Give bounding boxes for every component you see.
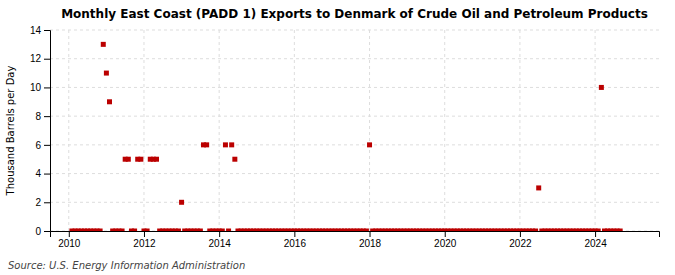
x-tick-label: 2010 xyxy=(58,238,81,249)
x-tick-label: 2024 xyxy=(584,238,607,249)
y-tick-mark xyxy=(44,174,50,175)
point xyxy=(154,157,159,162)
x-tick: 2014 xyxy=(209,231,232,249)
point xyxy=(179,200,184,205)
point xyxy=(364,229,369,232)
x-axis-line xyxy=(51,232,660,238)
point xyxy=(138,157,143,162)
y-tick-mark xyxy=(44,231,50,232)
point xyxy=(599,85,604,90)
grid-line-x xyxy=(294,30,295,231)
grid-line-y xyxy=(50,58,659,59)
y-tick: 10 xyxy=(30,82,50,93)
point xyxy=(198,229,203,232)
y-tick-label: 14 xyxy=(30,25,42,36)
x-tick-label: 2016 xyxy=(284,238,307,249)
x-tick-mark xyxy=(520,231,521,237)
x-tick: 2018 xyxy=(359,231,382,249)
point xyxy=(226,229,231,232)
grid-line-x xyxy=(219,30,220,231)
point xyxy=(232,157,237,162)
x-tick-label: 2022 xyxy=(509,238,532,249)
x-tick-mark xyxy=(294,231,295,237)
y-tick-label: 2 xyxy=(35,197,41,208)
point xyxy=(176,229,181,232)
y-tick-label: 12 xyxy=(30,53,42,64)
point xyxy=(101,42,106,47)
point xyxy=(596,229,601,232)
grid-line-y xyxy=(50,116,659,117)
x-axis: 2010 2012 2014 2016 2018 2020 2022 2024 xyxy=(51,231,660,249)
point xyxy=(533,229,538,232)
grid xyxy=(50,30,659,231)
point xyxy=(104,71,109,76)
title: Monthly East Coast (PADD 1) Exports to D… xyxy=(61,7,648,21)
grid-line-y xyxy=(50,173,659,174)
point xyxy=(98,229,103,232)
x-tick-label: 2014 xyxy=(209,238,232,249)
y-tick-mark xyxy=(44,116,50,117)
y-axis: 0 2 4 6 8 10 12 14 xyxy=(30,25,51,237)
y-axis-line xyxy=(44,31,51,232)
source: Source: U.S. Energy Information Administ… xyxy=(8,260,245,271)
x-tick: 2022 xyxy=(509,231,532,249)
grid-line-x xyxy=(595,30,596,231)
points xyxy=(69,42,622,231)
x-tick-mark xyxy=(445,231,446,237)
x-tick-mark xyxy=(595,231,596,237)
grid-line-x xyxy=(444,30,445,231)
y-tick: 14 xyxy=(30,25,50,36)
x-tick-label: 2020 xyxy=(434,238,457,249)
y-tick-mark xyxy=(44,30,50,31)
grid-line-y xyxy=(50,30,659,31)
chart: 2010 2012 2014 2016 2018 2020 2022 2024 0 2 4 6 8 10 1… xyxy=(0,0,675,275)
point xyxy=(120,229,125,232)
x-tick: 2010 xyxy=(58,231,81,249)
y-tick-label: 6 xyxy=(35,140,41,151)
point xyxy=(618,229,623,232)
x-tick-mark xyxy=(69,231,70,237)
point xyxy=(132,229,137,232)
point xyxy=(220,229,225,232)
y-tick: 12 xyxy=(30,53,50,64)
x-tick-label: 2018 xyxy=(359,238,382,249)
grid-line-x xyxy=(369,30,370,231)
point xyxy=(145,229,150,232)
point xyxy=(229,142,234,147)
point xyxy=(223,142,228,147)
y-tick-label: 4 xyxy=(35,168,41,179)
x-tick: 2012 xyxy=(133,231,156,249)
x-tick: 2024 xyxy=(584,231,607,249)
y-tick-label: 0 xyxy=(35,226,41,237)
x-tick-mark xyxy=(370,231,371,237)
grid-line-x xyxy=(519,30,520,231)
y-tick: 0 xyxy=(35,226,50,237)
y-tick-label: 8 xyxy=(35,111,41,122)
x-tick-mark xyxy=(219,231,220,237)
x-tick: 2016 xyxy=(284,231,307,249)
y-tick-mark xyxy=(44,87,50,88)
y-tick: 8 xyxy=(35,111,50,122)
y-tick-mark xyxy=(44,202,50,203)
point xyxy=(107,99,112,104)
grid-line-x xyxy=(68,30,69,231)
point xyxy=(126,157,131,162)
y-tick-label: 10 xyxy=(30,82,42,93)
y-tick: 6 xyxy=(35,140,50,151)
grid-line-x xyxy=(143,30,144,231)
y-tick-mark xyxy=(44,59,50,60)
x-tick-label: 2012 xyxy=(133,238,156,249)
y-tick: 4 xyxy=(35,168,50,179)
y-tick: 2 xyxy=(35,197,50,208)
grid-line-y xyxy=(50,202,659,203)
y-tick-mark xyxy=(44,145,50,146)
x-tick: 2020 xyxy=(434,231,457,249)
point xyxy=(204,142,209,147)
grid-line-y xyxy=(50,144,659,145)
grid-line-y xyxy=(50,87,659,88)
point xyxy=(367,142,372,147)
y-axis-title: Thousand Barrels per Day xyxy=(5,66,16,197)
x-tick-mark xyxy=(144,231,145,237)
point xyxy=(536,185,541,190)
